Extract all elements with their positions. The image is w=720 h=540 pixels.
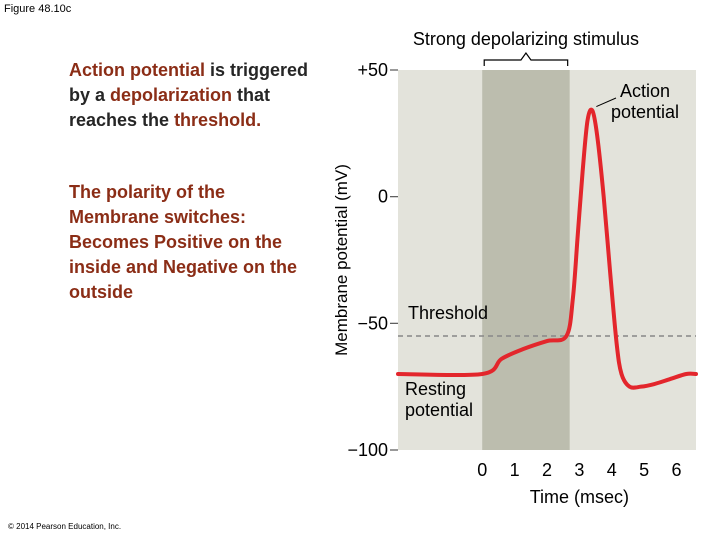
x-tick-label: 2 [542, 460, 552, 480]
description-paragraph-2: The polarity of the Membrane switches: B… [69, 182, 298, 302]
y-tick-label: −50 [357, 313, 388, 333]
y-axis-ticks: +50 0 −50 −100 [347, 60, 398, 460]
text-fragment: is triggered by a [69, 60, 309, 105]
x-tick-label: 3 [574, 460, 584, 480]
y-tick-label: 0 [378, 187, 388, 207]
x-tick-label: 1 [510, 460, 520, 480]
term-threshold: threshold. [174, 110, 262, 130]
annotation-action-potential: Action potential [611, 81, 679, 122]
chart-title: Strong depolarizing stimulus [413, 29, 639, 49]
x-tick-label: 0 [477, 460, 487, 480]
action-potential-leader-line [596, 97, 617, 107]
membrane-potential-trace [396, 107, 698, 390]
term-depolarization: depolarization [110, 85, 233, 105]
copyright-notice: © 2014 Pearson Education, Inc. [8, 522, 122, 531]
x-axis-ticks: 0 1 2 3 4 5 6 [477, 460, 681, 480]
term-action-potential: Action potential [69, 60, 205, 80]
figure-label: Figure 48.10c [4, 3, 72, 15]
stimulus-shaded-region [482, 70, 570, 450]
y-axis-label: Membrane potential (mV) [332, 164, 351, 356]
annotation-resting-potential: Resting potential [405, 379, 473, 420]
x-axis-label: Time (msec) [530, 487, 629, 507]
stimulus-brace [483, 51, 569, 66]
text-fragment: that reaches the [69, 85, 271, 130]
x-tick-label: 6 [672, 460, 682, 480]
description-paragraph-1: Action potential is triggered by a depol… [69, 58, 319, 133]
annotation-threshold: Threshold [408, 303, 488, 323]
y-tick-label: +50 [357, 60, 388, 80]
x-tick-label: 4 [607, 460, 617, 480]
y-tick-label: −100 [347, 440, 388, 460]
x-tick-label: 5 [639, 460, 649, 480]
